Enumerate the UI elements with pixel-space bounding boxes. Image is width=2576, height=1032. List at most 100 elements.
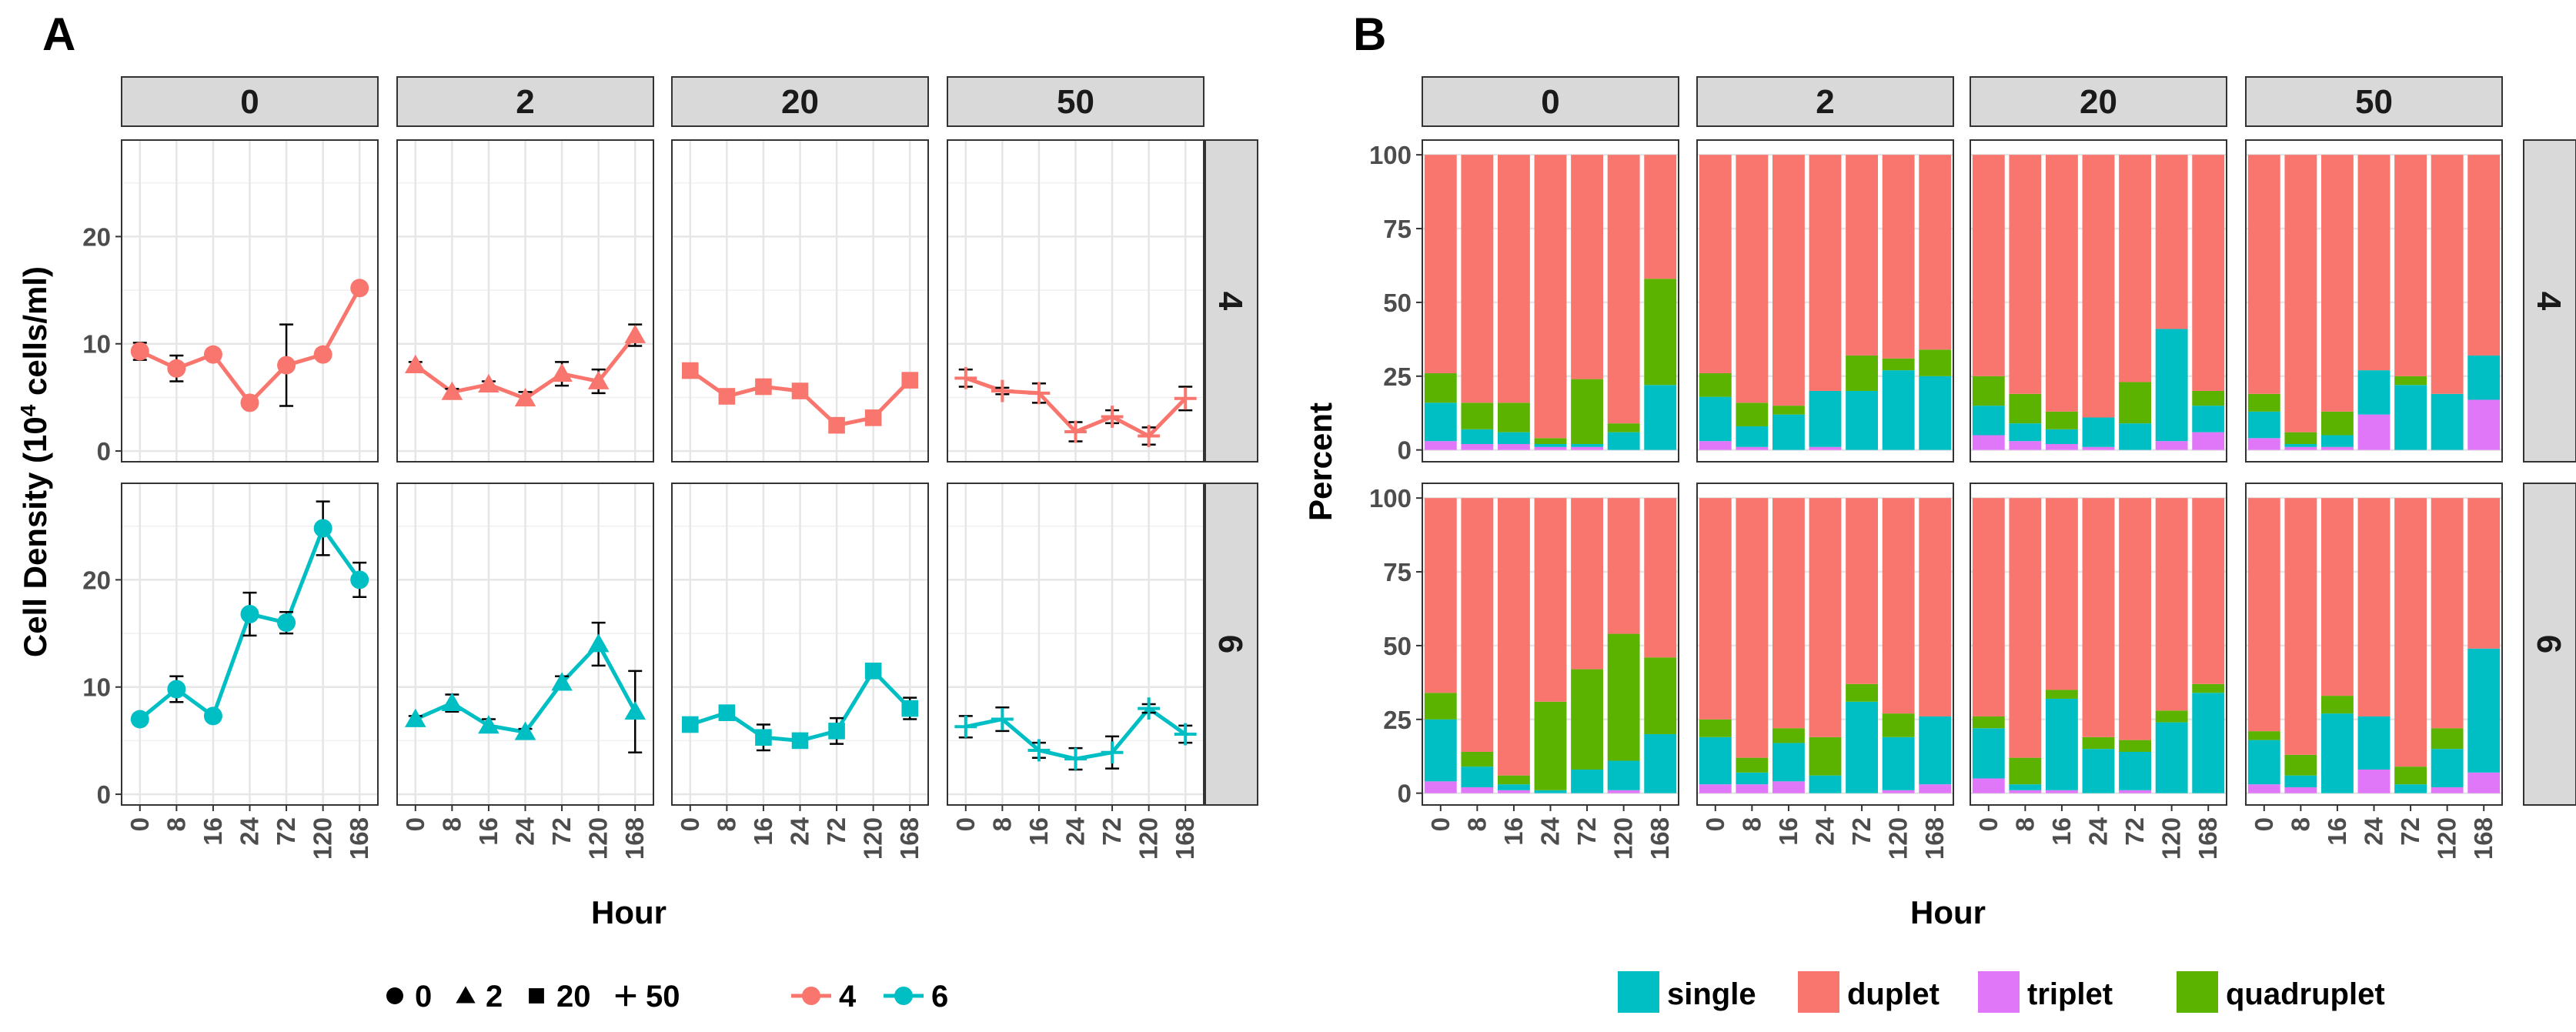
panel-a-legend-label: 6 (931, 980, 948, 1014)
panel-a-data-point (478, 373, 499, 393)
panel-b-bar-single (1772, 743, 1805, 782)
panel-b-bar-quadruplet (1497, 775, 1530, 785)
panel-b-bar-duplet (1919, 498, 1952, 716)
panel-a-data-point (1138, 697, 1161, 720)
panel-b-bar-duplet (2320, 155, 2354, 412)
panel-b-bar-triplet (2284, 446, 2317, 450)
panel-a-data-point (681, 362, 699, 379)
panel-a-column-strip (671, 76, 929, 127)
panel-b-bar-quadruplet (2320, 411, 2354, 436)
panel-a-facet-4-20 (671, 139, 929, 463)
panel-a-column-strip-label: 50 (1057, 83, 1094, 121)
panel-b-bar-single (1972, 728, 2005, 779)
panel-a-x-tick-label: 24 (1061, 817, 1090, 845)
panel-a-data-point (1174, 723, 1197, 746)
panel-b-bar-single (1699, 736, 1732, 785)
panel-b-legend: single duplet triplet quadruplet (1618, 971, 2385, 1013)
panel-b-bar-duplet (2155, 498, 2188, 711)
panel-b-bar-triplet (1461, 443, 1494, 450)
panel-b-bar-triplet (1972, 778, 2005, 793)
panel-b-row-strip-label: 4 (2530, 292, 2568, 311)
panel-a-facet-4-2 (396, 139, 654, 463)
panel-b-bar-single (1809, 775, 1842, 793)
panel-b-bar-triplet (1972, 435, 2005, 450)
panel-a-data-point (551, 672, 573, 691)
panel-b-bar-triplet (1919, 784, 1952, 793)
panel-a-facet-6-20: 0 8 16 24 72 120 168 (671, 483, 929, 860)
panel-a-data-point (1064, 420, 1087, 443)
panel-b-bar-single (2357, 370, 2391, 415)
panel-a-row-strip (1204, 483, 1258, 806)
panel-a-x-tick-label: 16 (1024, 817, 1053, 846)
panel-b-bar-duplet (2192, 155, 2225, 391)
panel-a-legend-label: 4 (839, 980, 857, 1014)
panel-b-x-tick-label: 16 (1774, 817, 1803, 846)
panel-a-column-strip (947, 76, 1204, 127)
panel-b-bar-duplet (1699, 155, 1732, 373)
panel-b-bar-single (1497, 784, 1530, 790)
panel-a-data-point (864, 409, 882, 426)
panel-b-bar-duplet (1772, 498, 1805, 729)
panel-b-bar-triplet (2247, 784, 2280, 793)
panel-b-bar-quadruplet (1461, 751, 1494, 767)
panel-b-bar-duplet (2082, 498, 2115, 737)
panel-a-row-strip-label: 4 (1211, 292, 1249, 311)
panel-b-bar-quadruplet (2045, 690, 2078, 699)
panel-b-x-tick-label: 0 (1974, 817, 2003, 831)
panel-b-bar-single (2320, 713, 2354, 793)
panel-b-bar-duplet (1736, 498, 1769, 758)
panel-b-bar-single (2284, 775, 2317, 787)
panel-b-bar-duplet (2394, 155, 2427, 376)
panel-a-facet-4-0: 0 10 20 (82, 139, 379, 466)
panel-b-bar-triplet (2045, 443, 2078, 450)
panel-b-y-tick-label: 100 (1369, 141, 1412, 169)
panel-b-bar-single (1919, 716, 1952, 785)
panel-a-data-point (1064, 747, 1087, 770)
panel-b-letter: B (1353, 8, 1386, 60)
panel-a-y-axis-title: Cell Density (104 cells/ml) (16, 266, 53, 657)
panel-b-bar-single (1607, 432, 1640, 450)
panel-a-data-point (203, 345, 222, 364)
panel-b-bar-quadruplet (1607, 633, 1640, 761)
panel-b-bar-quadruplet (2284, 432, 2317, 444)
panel-b-legend-key (2177, 971, 2218, 1013)
panel-b-bar-duplet (1571, 155, 1604, 379)
panel-a-x-tick-label: 168 (895, 817, 924, 860)
panel-a-data-point (954, 366, 977, 389)
panel-b-legend-label: quadruplet (2226, 977, 2385, 1011)
panel-b-bar-single (2155, 329, 2188, 442)
panel-b-y-tick-label: 100 (1369, 484, 1412, 513)
panel-a-data-point (901, 372, 919, 389)
panel-b-x-tick-label: 8 (1462, 817, 1491, 831)
panel-b-facet-6-20: 0 8 16 24 72 120 168 (1970, 483, 2227, 860)
panel-b-legend-key (1618, 971, 1659, 1013)
panel-b-column-strip-label: 50 (2355, 83, 2393, 121)
panel-a-data-point (1174, 387, 1197, 410)
panel-b-bar-single (1809, 390, 1842, 447)
panel-a-data-point (901, 700, 919, 717)
panel-a-legend-key-plus (615, 985, 636, 1007)
panel-a-data-point (240, 393, 259, 412)
panel-b-bar-duplet (2431, 498, 2464, 729)
panel-b-x-tick-label: 72 (2120, 817, 2149, 846)
panel-b-legend-key (1978, 971, 2020, 1013)
panel-a-data-point (167, 680, 186, 699)
panel-b-bar-duplet (2082, 155, 2115, 418)
panel-b-bar-single (1571, 443, 1604, 447)
panel-b-bar-quadruplet (1846, 355, 1879, 391)
panel-b-y-tick-label: 0 (1398, 780, 1412, 808)
panel-b-bar-single (2009, 423, 2042, 442)
panel-b-row-strip (2523, 483, 2576, 806)
panel-b-x-tick-label: 168 (1645, 817, 1674, 860)
panel-b-bar-duplet (1919, 155, 1952, 350)
panel-b-bar-duplet (1424, 498, 1457, 693)
panel-b-bar-triplet (2009, 790, 2042, 793)
panel-b-legend-key (1798, 971, 1839, 1013)
panel-a-x-tick-label: 120 (584, 817, 613, 860)
panel-b-column-strip (2245, 76, 2503, 127)
panel-b-bar-triplet (2247, 438, 2280, 450)
panel-b-bar-quadruplet (2247, 393, 2280, 412)
panel-b-bar-single (2082, 417, 2115, 447)
